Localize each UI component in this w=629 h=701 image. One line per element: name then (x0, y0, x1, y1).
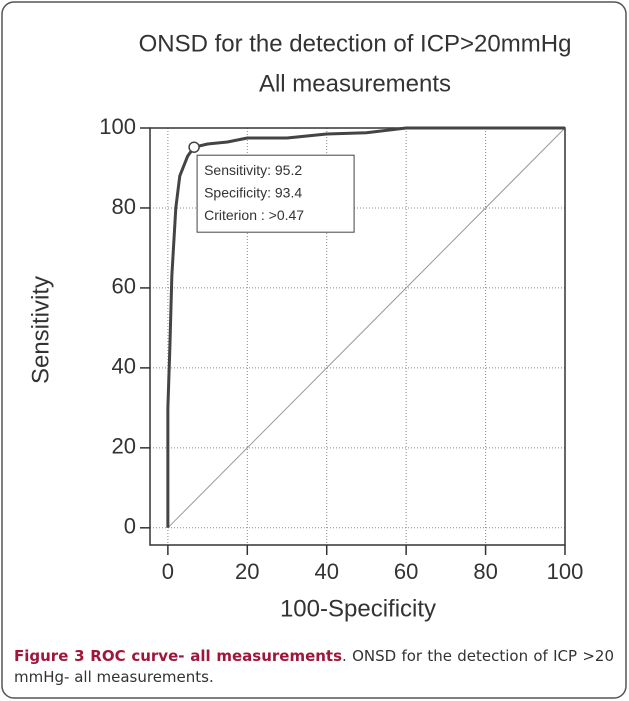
y-tick-label: 0 (124, 514, 136, 539)
annotation-box (196, 154, 355, 233)
roc-curve (166, 126, 565, 528)
x-tick-label: 60 (394, 559, 418, 584)
x-tick-label: 0 (162, 559, 174, 584)
x-tick-label: 100 (547, 559, 584, 584)
y-tick-label: 20 (112, 434, 136, 459)
y-tick-label: 100 (99, 114, 136, 139)
y-axis-label: Sensitivity (27, 276, 54, 384)
plot-frame (149, 127, 566, 546)
y-tick-label: 40 (112, 354, 136, 379)
x-tick-label: 20 (235, 559, 259, 584)
caption: Figure 3 ROC curve- all measurements. ON… (14, 646, 614, 688)
x-axis-label: 100-Specificity (280, 595, 436, 622)
criterion-point (188, 141, 200, 153)
y-tick-label: 60 (112, 274, 136, 299)
reference-line (167, 127, 566, 529)
annotation: Sensitivity: 95.2 (204, 162, 302, 178)
annotation: Criterion : >0.47 (204, 207, 304, 223)
chart-subtitle: All measurements (259, 70, 451, 97)
x-tick-label: 80 (473, 559, 497, 584)
chart-title: ONSD for the detection of ICP>20mmHg (139, 30, 572, 57)
x-tick-label: 40 (314, 559, 338, 584)
caption-label: Figure 3 ROC curve- all measurements (14, 647, 343, 665)
y-tick-label: 80 (112, 194, 136, 219)
caption-text: . ONSD for the detection of ICP >20 mmHg… (14, 647, 614, 686)
annotation: Specificity: 93.4 (204, 184, 302, 200)
